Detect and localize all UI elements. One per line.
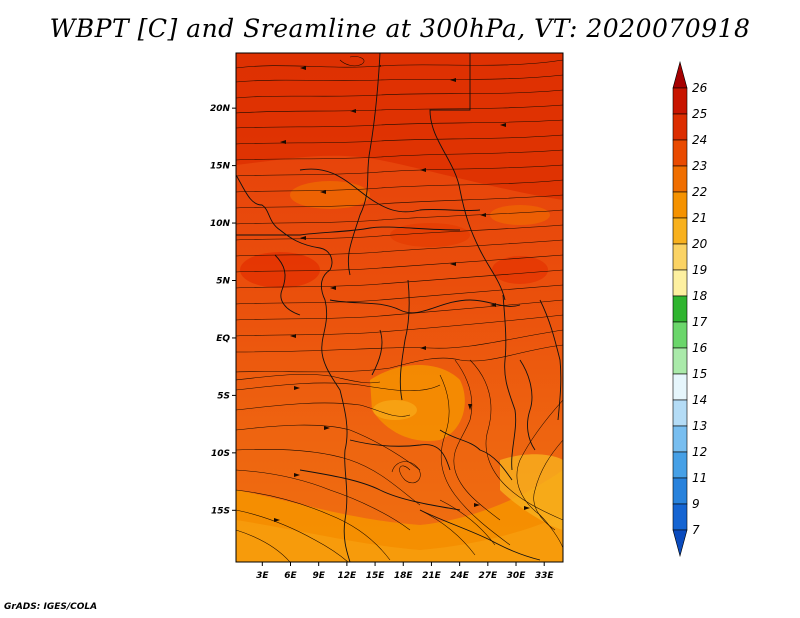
lat-label: 10S <box>211 449 230 459</box>
colorbar-segment <box>672 295 688 323</box>
lat-label: 5N <box>216 276 230 286</box>
lon-label: 24E <box>450 571 470 581</box>
lon-label: 6E <box>284 571 297 581</box>
colorbar-segment <box>672 217 688 245</box>
longitude-axis: 3E 6E 9E 12E 15E 18E 21E 24E 27E 30E 33E <box>256 562 554 581</box>
colorbar-segment <box>672 113 688 141</box>
colorbar-segment <box>672 321 688 349</box>
colorbar-top-arrow <box>672 60 688 89</box>
colorbar-label: 12 <box>692 445 707 459</box>
lon-label: 33E <box>535 571 555 581</box>
colorbar-segment <box>672 477 688 505</box>
colorbar-segment <box>672 165 688 193</box>
streamline-arrows <box>274 66 530 522</box>
colorbar-label: 19 <box>692 263 707 277</box>
temperature-field <box>236 53 563 562</box>
colorbar-label: 9 <box>692 497 700 511</box>
colorbar-segment <box>672 503 688 531</box>
colorbar-segment <box>672 373 688 401</box>
colorbar-label: 23 <box>692 159 707 173</box>
colorbar-segment <box>672 425 688 453</box>
colorbar-segment <box>672 87 688 115</box>
colorbar-label: 14 <box>692 393 707 407</box>
lon-label: 21E <box>422 571 442 581</box>
colorbar-label: 20 <box>692 237 708 251</box>
lat-label: 15S <box>211 506 230 516</box>
colorbar-label: 16 <box>692 341 708 355</box>
lon-label: 3E <box>256 571 269 581</box>
lon-label: 12E <box>338 571 358 581</box>
colorbar-label: 21 <box>692 211 707 225</box>
colorbar-label: 25 <box>692 107 707 121</box>
colorbar-label: 11 <box>692 471 707 485</box>
lon-label: 15E <box>366 571 386 581</box>
colorbar-label: 7 <box>692 523 700 537</box>
colorbar-segment <box>672 451 688 479</box>
colorbar-segment <box>672 347 688 375</box>
lon-label: 18E <box>394 571 414 581</box>
latitude-axis: 20N 15N 10N 5N EQ 5S 10S 15S <box>210 104 236 516</box>
grads-credit: GrADS: IGES/COLA <box>4 602 98 612</box>
lon-label: 30E <box>507 571 527 581</box>
lat-label: 20N <box>210 104 231 114</box>
colorbar-segment <box>672 269 688 297</box>
streamlines <box>236 56 563 562</box>
lon-label: 9E <box>312 571 325 581</box>
colorbar-label: 18 <box>692 289 708 303</box>
lat-label: 15N <box>210 162 231 172</box>
colorbar-bottom-arrow <box>672 529 688 558</box>
map-frame <box>235 52 564 563</box>
colorbar-label: 26 <box>692 81 708 95</box>
colorbar-label: 13 <box>692 419 707 433</box>
figure-title: WBPT [C] and Sreamline at 300hPa, VT: 20… <box>49 14 751 43</box>
lon-label: 27E <box>478 571 498 581</box>
lat-label: EQ <box>216 334 230 344</box>
colorbar-segment <box>672 243 688 271</box>
colorbar-label: 15 <box>692 367 707 381</box>
lat-label: 10N <box>210 219 231 229</box>
colorbar-label: 24 <box>692 133 707 147</box>
lat-label: 5S <box>217 391 230 401</box>
colorbar-label: 22 <box>692 185 707 199</box>
colorbar-segment <box>672 191 688 219</box>
colorbar-label: 17 <box>692 315 708 329</box>
colorbar-segment <box>672 139 688 167</box>
colorbar: 26 25 24 23 22 21 20 19 18 17 16 15 14 13 12 11 9 7 <box>672 60 708 558</box>
colorbar-segment <box>672 399 688 427</box>
